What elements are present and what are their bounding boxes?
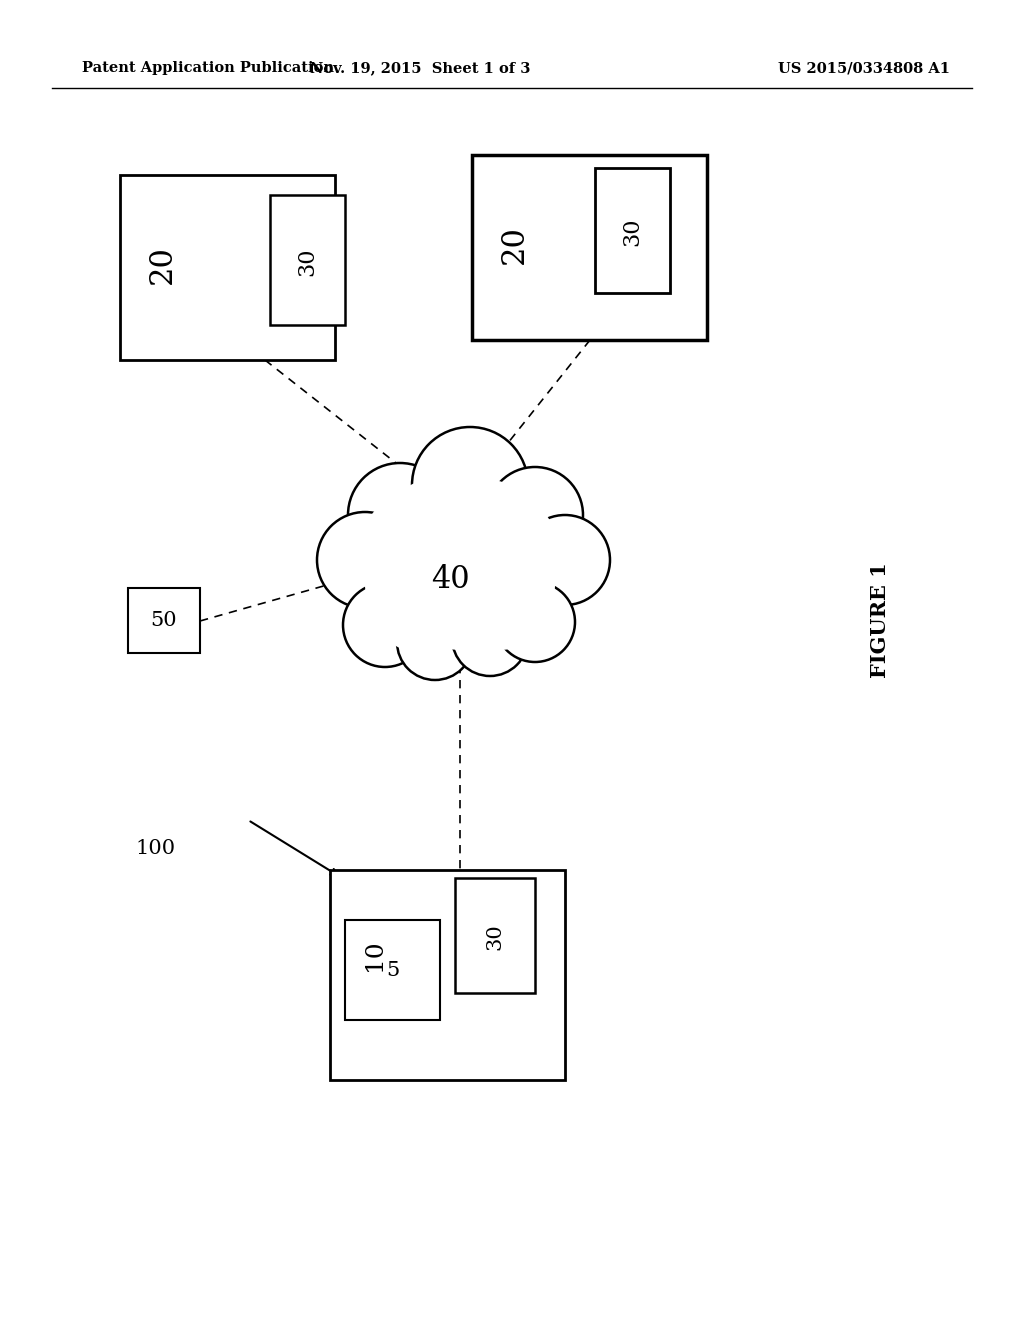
- Bar: [270, 195, 345, 325]
- Bar: [455, 878, 535, 993]
- Circle shape: [495, 582, 575, 663]
- Circle shape: [475, 545, 555, 624]
- Circle shape: [495, 582, 575, 663]
- Circle shape: [365, 545, 445, 624]
- Text: US 2015/0334808 A1: US 2015/0334808 A1: [778, 61, 950, 75]
- Circle shape: [442, 492, 558, 609]
- Text: 50: 50: [151, 611, 177, 631]
- Circle shape: [412, 426, 528, 543]
- Text: 30: 30: [296, 248, 318, 276]
- Text: 5: 5: [386, 961, 399, 979]
- Bar: [345, 920, 440, 1020]
- Text: 20: 20: [146, 246, 177, 284]
- Text: 40: 40: [431, 565, 469, 595]
- Circle shape: [343, 583, 427, 667]
- Circle shape: [487, 467, 583, 564]
- Circle shape: [368, 548, 472, 652]
- Text: 30: 30: [485, 924, 505, 950]
- Circle shape: [450, 480, 530, 560]
- Bar: [472, 154, 707, 341]
- Text: 10: 10: [364, 940, 386, 970]
- Circle shape: [385, 495, 535, 645]
- Circle shape: [317, 512, 413, 609]
- Bar: [120, 176, 335, 360]
- Bar: [330, 870, 565, 1080]
- Text: FIGURE 1: FIGURE 1: [870, 562, 890, 678]
- Text: Nov. 19, 2015  Sheet 1 of 3: Nov. 19, 2015 Sheet 1 of 3: [310, 61, 530, 75]
- Bar: [595, 168, 670, 293]
- Circle shape: [348, 463, 452, 568]
- Text: 20: 20: [499, 226, 529, 264]
- Circle shape: [410, 490, 510, 590]
- Circle shape: [442, 492, 558, 609]
- Circle shape: [360, 490, 480, 610]
- Circle shape: [452, 601, 528, 676]
- Circle shape: [397, 605, 473, 680]
- Circle shape: [343, 583, 427, 667]
- Bar: [128, 587, 200, 653]
- Text: Patent Application Publication: Patent Application Publication: [82, 61, 334, 75]
- Text: 100: 100: [135, 838, 175, 858]
- Circle shape: [520, 515, 610, 605]
- Circle shape: [317, 512, 413, 609]
- Circle shape: [487, 467, 583, 564]
- Circle shape: [368, 548, 472, 652]
- Circle shape: [360, 490, 480, 610]
- Circle shape: [410, 550, 510, 649]
- Circle shape: [385, 495, 535, 645]
- Circle shape: [412, 426, 528, 543]
- Circle shape: [450, 550, 550, 649]
- Circle shape: [397, 605, 473, 680]
- Text: 30: 30: [621, 218, 643, 247]
- Circle shape: [520, 515, 610, 605]
- Circle shape: [390, 480, 470, 560]
- Circle shape: [452, 601, 528, 676]
- Circle shape: [450, 550, 550, 649]
- Circle shape: [348, 463, 452, 568]
